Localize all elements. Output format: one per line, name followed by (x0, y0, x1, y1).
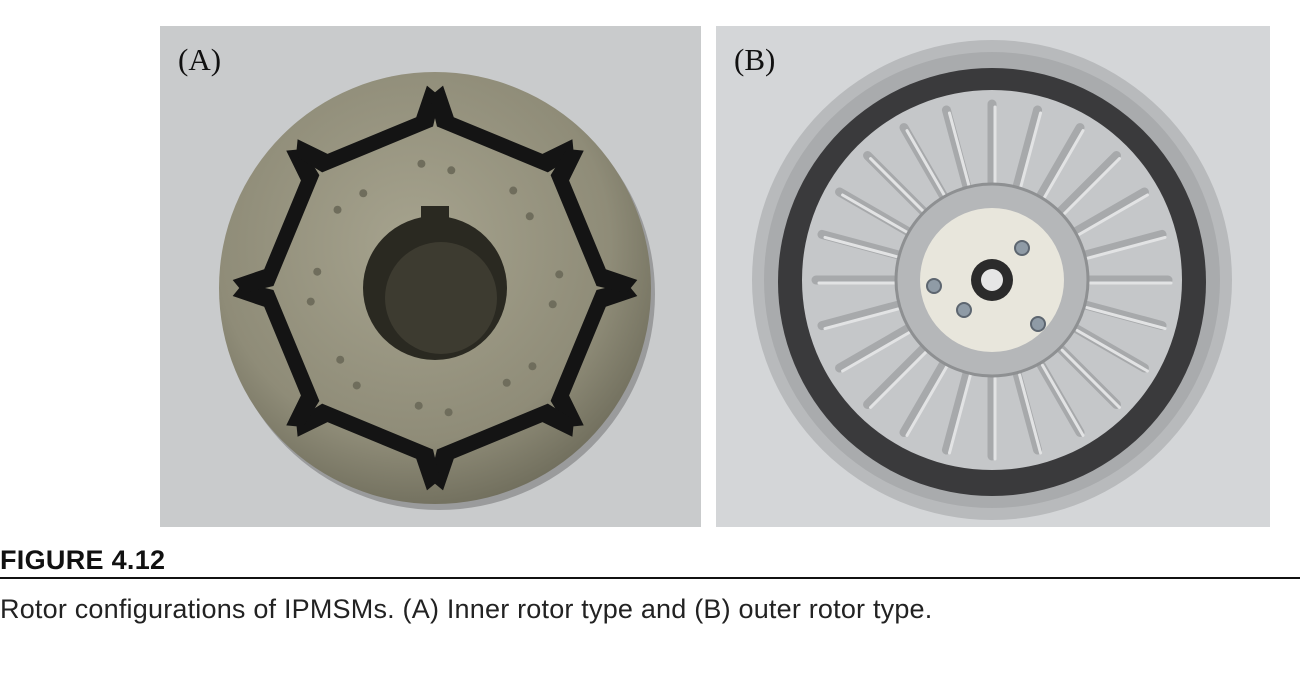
rib (817, 300, 905, 331)
rivet-hole (352, 381, 361, 390)
rib-highlight (905, 363, 949, 437)
rivet-hole (359, 189, 368, 198)
rib-highlight (947, 111, 972, 193)
panel-b-photo: (B) (716, 26, 1270, 527)
hub-bolt (1030, 316, 1046, 332)
rib-highlight (1075, 329, 1149, 373)
rib (1069, 187, 1149, 237)
rib-highlight (1018, 373, 1043, 455)
rib (817, 229, 905, 260)
rib (899, 357, 949, 437)
spline-center (981, 269, 1003, 291)
rib (1035, 123, 1085, 203)
inner-rotor-photo (219, 72, 655, 510)
rib (941, 105, 972, 193)
magnet-slot (550, 148, 638, 294)
rivet-hole (447, 166, 456, 175)
rib (1079, 300, 1167, 331)
rivet-hole (502, 378, 511, 387)
shaft-bore-inner (385, 242, 497, 354)
hub-bolt (1014, 240, 1030, 256)
rib (863, 342, 930, 409)
panel-b-label: (B) (734, 42, 776, 77)
rib-highlight (905, 129, 949, 203)
rivet-hole (336, 355, 345, 364)
rib-highlight (869, 348, 930, 409)
keyway (421, 206, 449, 222)
rivet-hole (414, 401, 423, 410)
rib-highlight (1060, 157, 1121, 218)
rib (1012, 105, 1043, 193)
rib-highlight (1060, 348, 1121, 409)
rib-highlight (1075, 193, 1149, 237)
figure-title: FIGURE 4.12 (0, 545, 166, 575)
rib-highlight (823, 306, 905, 331)
rivet-hole (509, 186, 518, 195)
rivet-hole (548, 300, 557, 309)
rib-highlight (1041, 363, 1085, 437)
magnet-slot (429, 403, 575, 491)
rib-highlight (1041, 129, 1085, 203)
rib-highlight (869, 157, 930, 218)
rivet-hole (313, 267, 322, 276)
rib (941, 367, 972, 455)
hub-bolt (956, 302, 972, 318)
caption-divider (0, 577, 1300, 579)
magnet-slot (232, 282, 320, 428)
hub-bolt (926, 278, 942, 294)
rib (1054, 151, 1121, 218)
rivet-hole (333, 205, 342, 214)
rivet-hole (444, 408, 453, 417)
rib-highlight (1085, 235, 1167, 260)
rib-highlight (823, 235, 905, 260)
panel-a-label: (A) (178, 42, 222, 77)
figure-caption: Rotor configurations of IPMSMs. (A) Inne… (0, 594, 933, 624)
rib (1012, 367, 1043, 455)
rivet-hole (306, 297, 315, 306)
rib-highlight (841, 329, 915, 373)
rivet-hole (417, 159, 426, 168)
rivet-hole (555, 270, 564, 279)
panel-a-photo: (A) (160, 26, 701, 527)
magnet-slot (295, 85, 441, 173)
outer-rotor-photo (752, 40, 1232, 520)
rib (835, 323, 915, 373)
rib (1079, 229, 1167, 260)
rivet-hole (525, 212, 534, 221)
rib-highlight (947, 373, 972, 455)
rib-highlight (1085, 306, 1167, 331)
rivet-hole (528, 362, 537, 371)
rib-highlight (1018, 111, 1043, 193)
rib-highlight (841, 193, 915, 237)
